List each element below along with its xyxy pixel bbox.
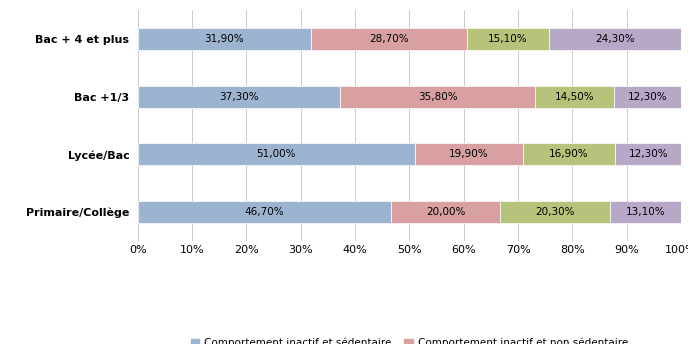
Text: 31,90%: 31,90%: [204, 34, 244, 44]
Text: 15,10%: 15,10%: [488, 34, 528, 44]
Bar: [523, 143, 615, 165]
Text: 19,90%: 19,90%: [449, 149, 488, 159]
Text: 46,70%: 46,70%: [245, 207, 284, 217]
Text: 37,30%: 37,30%: [219, 92, 259, 102]
Bar: [138, 143, 415, 165]
Bar: [615, 143, 682, 165]
Bar: [391, 201, 500, 223]
Text: 24,30%: 24,30%: [595, 34, 635, 44]
Bar: [610, 201, 682, 223]
Text: 28,70%: 28,70%: [369, 34, 409, 44]
Legend: Comportement inactif et sédentaire, Comportement actif et sédentaire, Comporteme: Comportement inactif et sédentaire, Comp…: [186, 334, 632, 344]
Text: 20,00%: 20,00%: [426, 207, 466, 217]
Text: 12,30%: 12,30%: [627, 92, 667, 102]
Bar: [138, 201, 391, 223]
Bar: [549, 28, 681, 50]
Bar: [138, 28, 311, 50]
Bar: [415, 143, 523, 165]
Bar: [341, 86, 535, 108]
Bar: [311, 28, 467, 50]
Text: 35,80%: 35,80%: [418, 92, 458, 102]
Bar: [614, 86, 680, 108]
Text: 12,30%: 12,30%: [628, 149, 668, 159]
Text: 51,00%: 51,00%: [257, 149, 296, 159]
Text: 20,30%: 20,30%: [535, 207, 575, 217]
Text: 13,10%: 13,10%: [626, 207, 666, 217]
Bar: [138, 86, 341, 108]
Bar: [535, 86, 614, 108]
Text: 16,90%: 16,90%: [549, 149, 589, 159]
Text: 14,50%: 14,50%: [555, 92, 594, 102]
Bar: [467, 28, 549, 50]
Bar: [500, 201, 610, 223]
